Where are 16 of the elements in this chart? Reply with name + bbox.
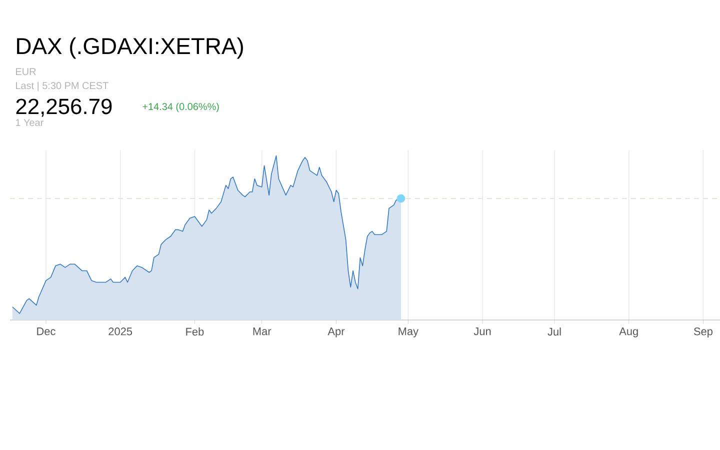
x-tick-label: May [398, 328, 419, 338]
text: Last | 5:30 PM CEST [16, 82, 108, 92]
x-tick-label: Jul [548, 328, 561, 336]
x-tick-label: Feb [186, 328, 204, 336]
text: 1 Year [16, 119, 44, 126]
chart-title: DAX (.GDAXI:XETRA) [17, 37, 243, 59]
x-tick-label: Aug [619, 328, 638, 338]
x-tick-label: 2025 [108, 328, 132, 336]
x-tick-label: Jun [474, 328, 491, 336]
text: EUR [16, 68, 36, 76]
x-tick-label: Sep [694, 328, 712, 338]
x-tick-label: Dec [37, 328, 56, 336]
x-tick-label: Apr [328, 328, 345, 338]
text: 22,256.79 [16, 98, 112, 117]
text: +14.34 (0.06%%) [142, 102, 219, 112]
x-tick-label: Mar [253, 328, 272, 336]
